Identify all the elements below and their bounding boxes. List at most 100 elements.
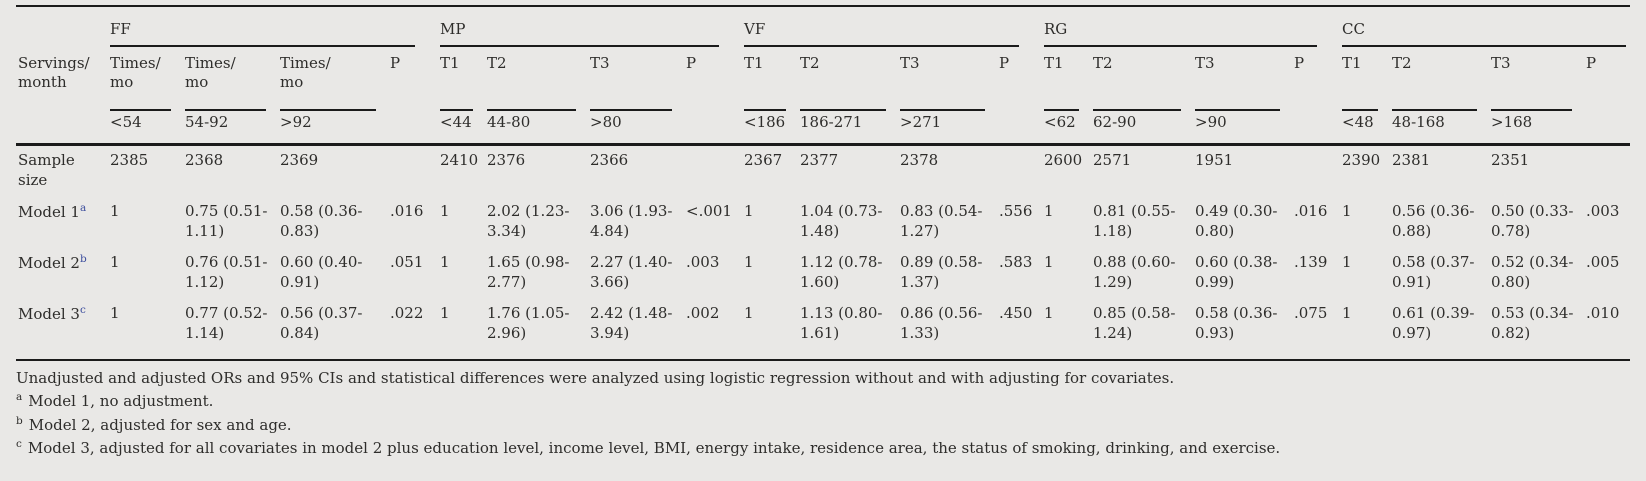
cell bbox=[1586, 146, 1628, 197]
range-header: 186-271 bbox=[800, 108, 886, 142]
cell: 2381 bbox=[1392, 151, 1431, 169]
cell: 0.56 (0.36-0.88) bbox=[1392, 202, 1475, 240]
row-label-text: Model 2 bbox=[18, 254, 80, 272]
cell: .075 bbox=[1294, 304, 1328, 322]
col-header: T3 bbox=[1195, 53, 1215, 72]
col-header: T3 bbox=[900, 53, 920, 72]
range-header: >80 bbox=[590, 108, 672, 142]
col-header: P bbox=[1294, 53, 1305, 72]
col-header: T2 bbox=[1392, 53, 1412, 72]
footnote-b: b Model 2, adjusted for sex and age. bbox=[16, 413, 1630, 437]
cell bbox=[686, 146, 744, 197]
cell: .010 bbox=[1586, 304, 1620, 322]
cell: 1 bbox=[1044, 202, 1054, 220]
cell: 0.76 (0.51-1.12) bbox=[185, 253, 268, 291]
range-header: >271 bbox=[900, 108, 985, 142]
cell: 2376 bbox=[487, 151, 526, 169]
range-header: 44-80 bbox=[487, 108, 576, 142]
footnote-marker-c: c bbox=[16, 438, 22, 450]
cell: .003 bbox=[686, 253, 720, 271]
group-header-rg: RG bbox=[1044, 7, 1317, 47]
row-label-text: Model 1 bbox=[18, 203, 80, 221]
cell: 1.76 (1.05-2.96) bbox=[487, 304, 570, 342]
header-corner-spacer bbox=[18, 7, 110, 47]
cell: 0.85 (0.58-1.24) bbox=[1093, 304, 1176, 342]
cell: 1 bbox=[110, 202, 120, 220]
cell: 2377 bbox=[800, 151, 839, 169]
col-header: T1 bbox=[440, 53, 460, 72]
row-label: Model 2b bbox=[18, 248, 110, 299]
range-p-spacer bbox=[686, 105, 744, 142]
cell bbox=[999, 146, 1044, 197]
cell: 1 bbox=[744, 202, 754, 220]
col-header: P bbox=[390, 53, 401, 72]
cell: 1 bbox=[1044, 253, 1054, 271]
cell: 2385 bbox=[110, 151, 149, 169]
table-rule-header-bottom bbox=[16, 143, 1630, 146]
cell: 0.88 (0.60-1.29) bbox=[1093, 253, 1176, 291]
range-header: <48 bbox=[1342, 108, 1378, 142]
footnotes: Unadjusted and adjusted ORs and 95% CIs … bbox=[16, 367, 1630, 460]
cell: 2.42 (1.48-3.94) bbox=[590, 304, 673, 342]
cell: .005 bbox=[1586, 253, 1620, 271]
group-header-ff: FF bbox=[110, 7, 415, 47]
cell: 0.53 (0.34-0.82) bbox=[1491, 304, 1574, 342]
row-label-superscript: a bbox=[79, 202, 87, 214]
cell: 1 bbox=[440, 304, 450, 322]
cell: 2.02 (1.23-3.34) bbox=[487, 202, 570, 240]
cell: 2410 bbox=[440, 151, 479, 169]
row-header-title: Servings/ month bbox=[18, 53, 90, 92]
range-header: 54-92 bbox=[185, 108, 266, 142]
range-header: <62 bbox=[1044, 108, 1079, 142]
cell: 0.61 (0.39-0.97) bbox=[1392, 304, 1475, 342]
cell: 1 bbox=[1342, 253, 1352, 271]
cell: 1.04 (0.73-1.48) bbox=[800, 202, 883, 240]
row-label-text: Sample size bbox=[18, 151, 75, 189]
cell: .016 bbox=[1294, 202, 1328, 220]
cell: 2351 bbox=[1491, 151, 1530, 169]
cell: 0.75 (0.51-1.11) bbox=[185, 202, 268, 240]
cell: 2368 bbox=[185, 151, 224, 169]
col-header: T3 bbox=[1491, 53, 1511, 72]
col-header: Times/ mo bbox=[280, 53, 331, 92]
range-row-spacer bbox=[18, 105, 110, 142]
table-rule-top bbox=[16, 5, 1630, 7]
footnote-text: Model 3, adjusted for all covariates in … bbox=[27, 439, 1281, 457]
footnote-marker-b: b bbox=[16, 414, 23, 427]
cell: 1951 bbox=[1195, 151, 1234, 169]
cell: 2369 bbox=[280, 151, 319, 169]
cell: 0.77 (0.52-1.14) bbox=[185, 304, 268, 342]
footnote-text: Model 2, adjusted for sex and age. bbox=[28, 415, 292, 434]
col-header: T2 bbox=[1093, 53, 1113, 72]
cell: <.001 bbox=[686, 202, 732, 220]
cell: .016 bbox=[390, 202, 424, 220]
cell: 2571 bbox=[1093, 151, 1132, 169]
range-header: >90 bbox=[1195, 108, 1280, 142]
group-header-cc: CC bbox=[1342, 7, 1626, 47]
cell: .583 bbox=[999, 253, 1033, 271]
col-header: T1 bbox=[1044, 53, 1064, 72]
cell: 2.27 (1.40-3.66) bbox=[590, 253, 673, 291]
cell: .556 bbox=[999, 202, 1033, 220]
cell: 0.60 (0.38-0.99) bbox=[1195, 253, 1278, 291]
row-label-superscript: b bbox=[79, 253, 87, 265]
cell: 1 bbox=[1342, 202, 1352, 220]
cell: .450 bbox=[999, 304, 1033, 322]
cell: 3.06 (1.93-4.84) bbox=[590, 202, 673, 240]
cell: 2390 bbox=[1342, 151, 1381, 169]
cell: 1 bbox=[1342, 304, 1352, 322]
cell: 0.86 (0.56-1.33) bbox=[900, 304, 983, 342]
cell: 1 bbox=[744, 253, 754, 271]
cell: 2378 bbox=[900, 151, 939, 169]
row-label: Model 3c bbox=[18, 299, 110, 350]
cell: 0.58 (0.37-0.91) bbox=[1392, 253, 1475, 291]
col-header: T1 bbox=[1342, 53, 1362, 72]
col-header: T2 bbox=[800, 53, 820, 72]
cell bbox=[390, 146, 440, 197]
cell: 0.58 (0.36-0.93) bbox=[1195, 304, 1278, 342]
cell: 0.58 (0.36-0.83) bbox=[280, 202, 363, 240]
range-header: 48-168 bbox=[1392, 108, 1477, 142]
cell: 0.83 (0.54-1.27) bbox=[900, 202, 983, 240]
cell: 0.50 (0.33-0.78) bbox=[1491, 202, 1574, 240]
